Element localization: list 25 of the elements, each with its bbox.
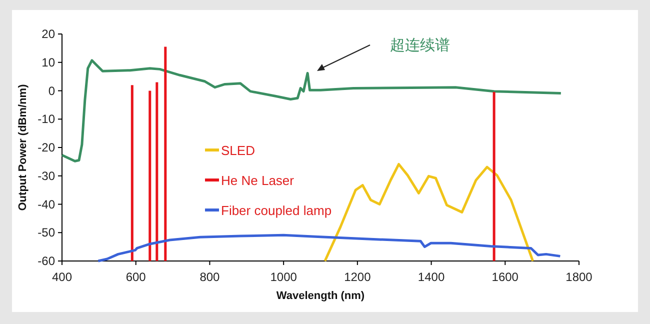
y-tick-label: -60 bbox=[38, 254, 56, 268]
y-axis-title: Output Power (dBm/nm) bbox=[17, 84, 29, 211]
y-tick-label: -50 bbox=[38, 226, 56, 240]
x-tick-label: 1600 bbox=[492, 270, 519, 284]
line-series bbox=[60, 59, 562, 162]
x-axis-title: Wavelength (nm) bbox=[276, 290, 365, 302]
y-tick-label: -30 bbox=[38, 168, 56, 183]
legend-label: Fiber coupled lamp bbox=[221, 203, 332, 218]
legend-label: He Ne Laser bbox=[221, 173, 295, 188]
x-tick-label: 800 bbox=[200, 270, 220, 284]
y-tick-label: 20 bbox=[42, 27, 56, 41]
x-tick-label: 1000 bbox=[270, 270, 298, 284]
y-tick-label: 10 bbox=[42, 55, 56, 70]
x-tick-label: 1200 bbox=[344, 270, 372, 284]
x-tick-label: 600 bbox=[126, 270, 146, 284]
annotation: 超连续谱 bbox=[390, 37, 450, 54]
y-tick-label: -40 bbox=[38, 197, 56, 212]
line-series bbox=[96, 234, 562, 262]
x-tick-label: 1800 bbox=[566, 270, 593, 284]
y-tick-label: 0 bbox=[48, 84, 56, 98]
legend-label: SLED bbox=[221, 143, 255, 158]
y-tick-label: -20 bbox=[38, 140, 56, 154]
x-tick-label: 400 bbox=[52, 270, 72, 284]
x-tick-label: 1400 bbox=[418, 270, 445, 284]
y-tick-label: -10 bbox=[38, 112, 56, 126]
